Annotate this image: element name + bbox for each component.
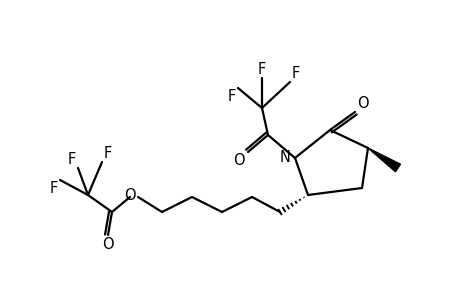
Text: O: O — [102, 237, 113, 252]
Text: O: O — [356, 96, 368, 111]
Text: F: F — [67, 152, 76, 167]
Text: O: O — [124, 188, 136, 203]
Polygon shape — [367, 148, 400, 172]
Text: F: F — [257, 62, 266, 77]
Text: N: N — [280, 149, 291, 164]
Text: F: F — [50, 181, 58, 196]
Text: F: F — [104, 146, 112, 161]
Text: F: F — [227, 89, 235, 104]
Text: F: F — [291, 66, 300, 81]
Text: O: O — [233, 153, 245, 168]
